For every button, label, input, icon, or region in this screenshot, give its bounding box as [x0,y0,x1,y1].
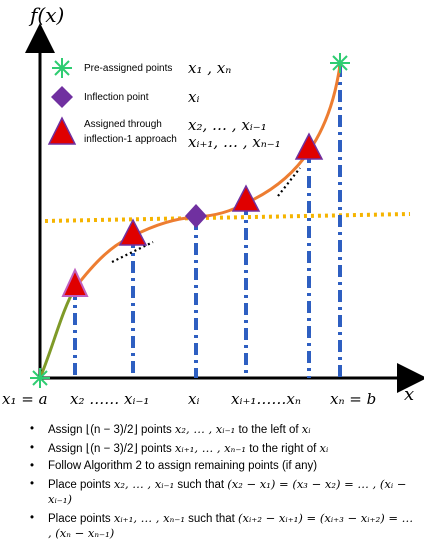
tangent-right [277,167,301,197]
step-5: Place points xᵢ₊₁, … , xₙ₋₁ such that (x… [30,511,420,542]
function-diagram: f(x) x Pre-assigned points x₁ [2,3,424,408]
triangle-marker-xi-1 [118,218,148,246]
y-axis-label: f(x) [28,3,64,27]
step-3: Follow Algorithm 2 to assign remaining p… [30,459,420,474]
legend-label-assigned-line2: inflection-1 approach [84,134,177,145]
triangle-marker-xi+1 [231,184,261,212]
tick-label-xn: xₙ = b [330,390,376,408]
step-1: Assign ⌊(n − 3)/2⌋ points x₂, … , xᵢ₋₁ t… [30,422,420,438]
legend-diamond-icon [51,86,73,108]
legend-math-assigned-line2: xᵢ₊₁, … , xₙ₋₁ [188,133,281,151]
star-marker-xn [330,53,350,73]
curve-left-segment [38,287,77,379]
tick-label-x1: x₁ = a [2,390,48,408]
legend-label-inflection: Inflection point [84,92,149,103]
legend-math-assigned-line1: x₂, … , xᵢ₋₁ [188,116,267,134]
triangle-marker-xn-1 [294,132,324,160]
legend-math-preassigned: x₁ , xₙ [188,59,231,77]
legend-math-inflection: xᵢ [188,88,199,106]
tick-label-xi+1-xn: xᵢ₊₁……xₙ [231,390,301,408]
step-2: Assign ⌊(n − 3)/2⌋ points xᵢ₊₁, … , xₙ₋₁… [30,441,420,457]
legend-label-assigned-line1: Assigned through [84,119,162,130]
legend-star-icon [52,58,72,78]
inflection-level-line [44,212,411,223]
legend-triangle-icon [47,116,77,145]
triangle-marker-x2 [61,267,89,297]
step-4: Place points x₂, … , xᵢ₋₁ such that (x₂ … [30,477,420,508]
tick-label-x2-xi-1: x₂ …… xᵢ₋₁ [70,390,149,408]
legend-label-preassigned: Pre-assigned points [84,63,172,74]
diamond-marker-xi [185,204,207,228]
x-axis-label: x [404,384,414,405]
algorithm-steps-list: Assign ⌊(n − 3)/2⌋ points x₂, … , xᵢ₋₁ t… [30,422,420,545]
vertical-guides [73,65,342,378]
star-marker-x1 [30,368,50,388]
tick-label-xi: xᵢ [188,390,199,408]
legend: Pre-assigned points x₁ , xₙ Inflection p… [47,58,281,151]
